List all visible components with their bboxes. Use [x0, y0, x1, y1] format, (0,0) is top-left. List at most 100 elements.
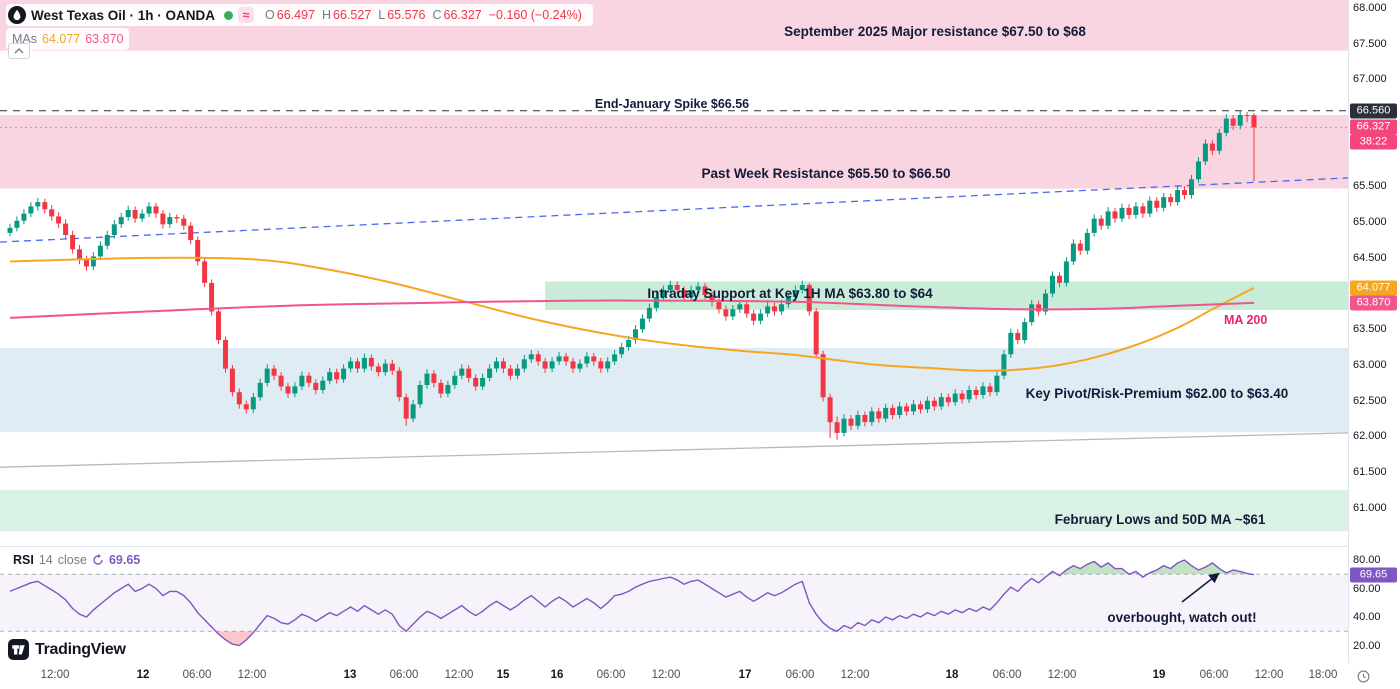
annotation-overbought[interactable]: overbought, watch out! — [1107, 610, 1257, 625]
candle-body — [167, 217, 173, 225]
candle-body — [1008, 332, 1014, 355]
trendline-rising-support-gray[interactable] — [0, 432, 1348, 468]
candle-body — [250, 397, 256, 410]
candle-body — [480, 377, 486, 387]
candle-body — [209, 282, 215, 312]
candle-body — [890, 407, 896, 415]
price-zones[interactable] — [0, 0, 1348, 532]
annotation-september-resistance[interactable]: September 2025 Major resistance $67.50 t… — [784, 24, 1086, 39]
candle-body — [1133, 206, 1139, 215]
overbought-arrow[interactable] — [1181, 572, 1220, 603]
candle-body — [584, 356, 590, 364]
candle-body — [521, 359, 527, 369]
candle-body — [1230, 118, 1236, 126]
time-axis-label: 12:00 — [1047, 669, 1077, 681]
candle-body — [229, 368, 235, 393]
price-axis[interactable]: 68.000 67.500 67.000 66.560 66.327 38:22 65.50… — [1349, 0, 1400, 663]
rsi-refresh-icon[interactable] — [92, 554, 104, 566]
ma-orange-line[interactable] — [9, 256, 1255, 372]
candle-body — [1084, 232, 1090, 251]
candle-body — [904, 406, 910, 412]
tradingview-logo[interactable]: TradingView — [8, 639, 126, 660]
candle-body — [1105, 211, 1111, 226]
price-axis-label: 68.000 — [1353, 2, 1387, 14]
candle-body — [1070, 243, 1076, 262]
candle-body — [987, 386, 993, 393]
candle-body — [431, 373, 437, 383]
open-label: O — [265, 8, 275, 22]
candle-body — [417, 385, 423, 405]
change-value: −0.160 (−0.24%) — [488, 8, 582, 22]
market-open-dot-icon — [224, 10, 234, 20]
candle-body — [334, 372, 340, 380]
time-axis-label: 06:00 — [596, 669, 626, 681]
candle-body — [1223, 118, 1229, 133]
price-chart-canvas[interactable] — [0, 0, 1348, 546]
candle-body — [341, 368, 347, 380]
candle-body — [306, 375, 312, 383]
price-axis-label: 62.500 — [1353, 395, 1387, 407]
candle-body — [1147, 200, 1153, 214]
candle-body — [257, 382, 263, 398]
candle-body — [1091, 218, 1097, 233]
annotation-february-lows[interactable]: February Lows and 50D MA ~$61 — [1054, 512, 1266, 527]
candle-body — [236, 392, 242, 405]
rsi-title[interactable]: RSI — [13, 553, 34, 567]
time-axis[interactable]: 12:00 12 06:00 12:00 13 06:00 12:00 15 16 06:00 12… — [0, 663, 1400, 689]
candle-body — [806, 285, 812, 312]
annotation-ma-200[interactable]: MA 200 — [1224, 313, 1268, 327]
time-axis-label: 18 — [945, 669, 959, 681]
candlestick-series[interactable] — [7, 110, 1257, 440]
zone-past-week-resistance[interactable] — [0, 115, 1348, 189]
candle-body — [924, 400, 930, 410]
pane-separator[interactable] — [0, 546, 1400, 547]
trendline-rising-channel-blue[interactable] — [0, 177, 1348, 243]
zone-february-lows[interactable] — [0, 490, 1348, 532]
rsi-line[interactable] — [9, 559, 1255, 647]
candle-body — [799, 285, 805, 290]
candle-body — [640, 318, 645, 330]
candle-body — [542, 361, 548, 369]
candle-body — [285, 386, 291, 394]
price-axis-label: 65.000 — [1353, 216, 1387, 228]
candle-body — [1015, 332, 1021, 340]
candle-body — [563, 356, 569, 362]
candle-body — [216, 311, 221, 340]
annotation-intraday-support[interactable]: Intraday Support at Key 1H MA $63.80 to … — [647, 286, 933, 301]
candle-body — [577, 363, 583, 369]
annotation-key-pivot[interactable]: Key Pivot/Risk-Premium $62.00 to $63.40 — [1025, 386, 1289, 401]
high-value: 66.527 — [333, 8, 372, 22]
candle-body — [744, 304, 750, 314]
candle-body — [1154, 200, 1160, 208]
annotation-end-january-spike[interactable]: End-January Spike $66.56 — [594, 97, 750, 111]
candle-body — [549, 361, 555, 369]
candle-body — [688, 290, 694, 298]
time-axis-label: 13 — [343, 669, 357, 681]
rsi-pane-canvas[interactable] — [0, 546, 1348, 663]
symbol-title[interactable]: West Texas Oil · 1h · OANDA — [31, 7, 216, 23]
candle-body — [841, 418, 847, 433]
price-badge-pink: 63.870 — [1350, 295, 1397, 311]
candle-body — [174, 217, 180, 219]
candle-body — [695, 286, 701, 290]
candle-body — [313, 382, 319, 390]
time-axis-label: 16 — [550, 669, 564, 681]
candle-body — [785, 297, 791, 305]
candle-body — [626, 340, 632, 348]
candle-body — [160, 213, 166, 225]
candle-body — [382, 363, 388, 373]
clock-icon[interactable] — [1357, 670, 1370, 688]
ma-200-line[interactable] — [9, 299, 1255, 319]
delayed-data-icon[interactable]: ≈ — [238, 7, 255, 23]
candle-body — [772, 306, 777, 312]
candle-body — [834, 422, 840, 433]
price-axis-label: 64.500 — [1353, 252, 1387, 264]
annotation-past-week-resistance[interactable]: Past Week Resistance $65.50 to $66.50 — [701, 166, 951, 181]
rsi-value: 69.65 — [108, 553, 141, 567]
low-label: L — [378, 8, 386, 22]
candle-body — [327, 372, 333, 381]
candle-body — [1119, 207, 1125, 219]
legend-collapse-button[interactable] — [8, 43, 30, 59]
candle-body — [410, 404, 416, 419]
